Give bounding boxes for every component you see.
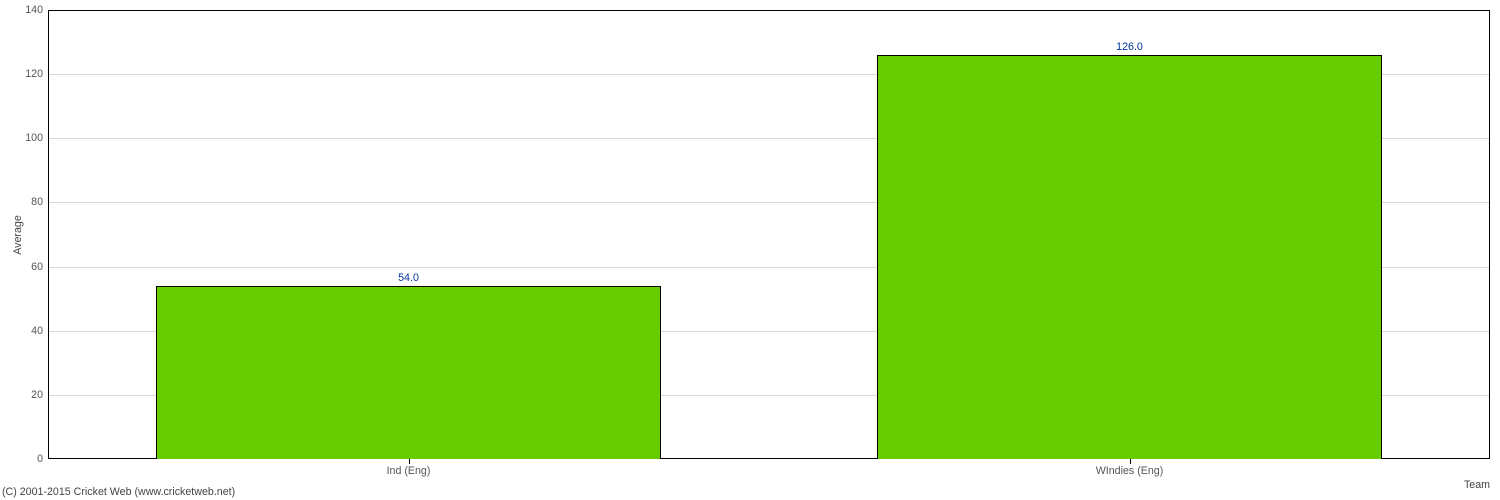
bar-value-label: 126.0 [1116, 41, 1143, 53]
bar [156, 286, 661, 459]
x-axis-label: Team [1464, 479, 1490, 491]
chart-container: 0 20 40 60 80 100 120 140 Average 54.0 126.0 Ind… [0, 0, 1500, 500]
x-tick [1130, 459, 1131, 464]
y-tick-label: 80 [31, 196, 43, 208]
y-tick-label: 100 [25, 132, 43, 144]
bar-value-label: 54.0 [398, 272, 419, 284]
y-axis-label: Average [12, 215, 24, 255]
x-tick [409, 459, 410, 464]
y-tick-label: 40 [31, 325, 43, 337]
x-tick-label: WIndies (Eng) [1096, 465, 1164, 477]
y-tick-label: 120 [25, 68, 43, 80]
y-tick-label: 0 [37, 453, 43, 465]
bar [877, 55, 1382, 459]
copyright-text: (C) 2001-2015 Cricket Web (www.cricketwe… [2, 486, 235, 498]
y-tick-label: 140 [25, 4, 43, 16]
y-tick-label: 20 [31, 389, 43, 401]
x-tick-label: Ind (Eng) [387, 465, 431, 477]
y-tick-label: 60 [31, 261, 43, 273]
